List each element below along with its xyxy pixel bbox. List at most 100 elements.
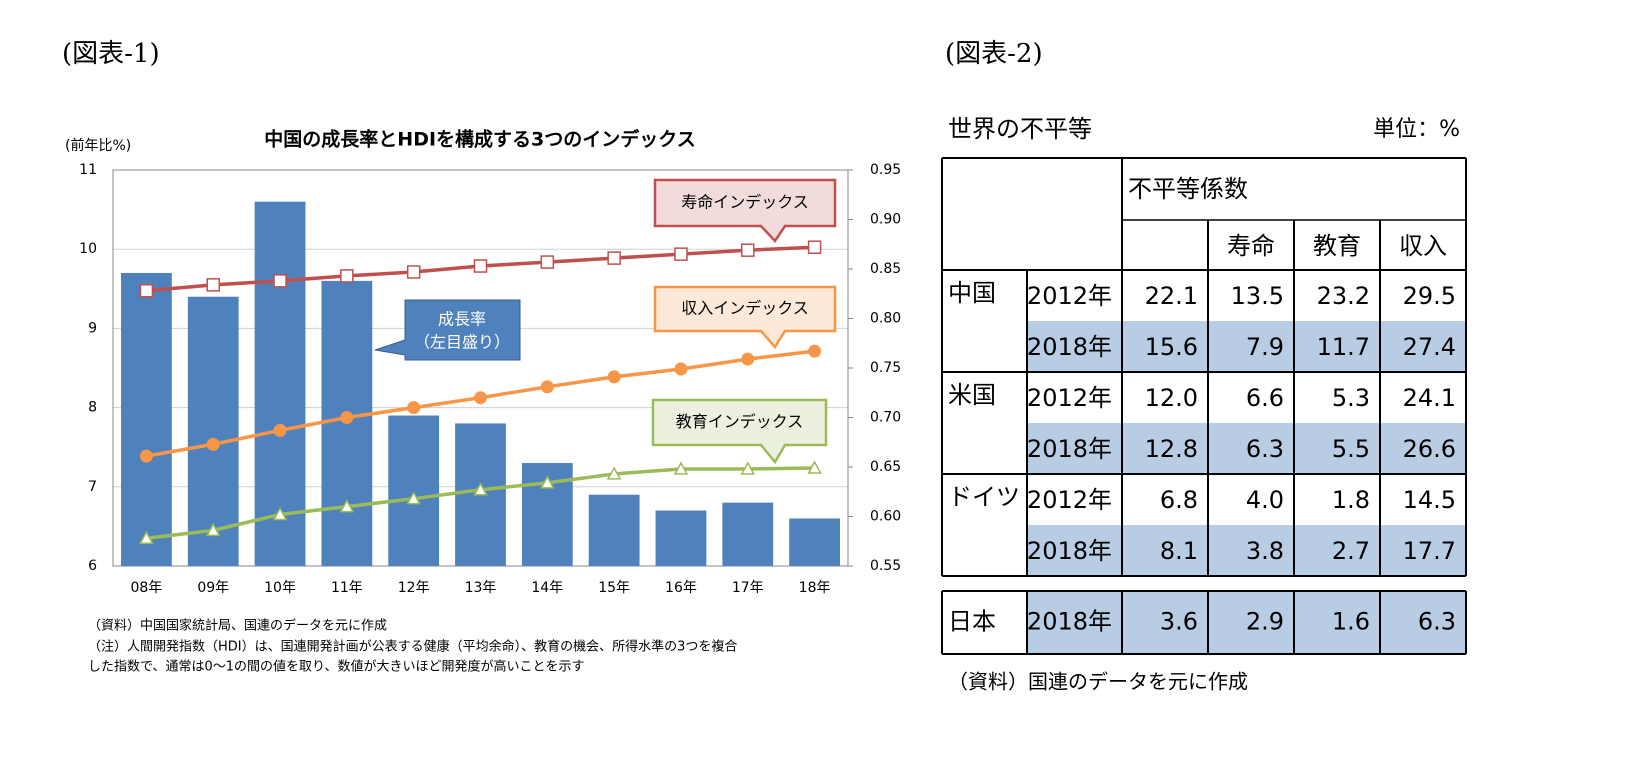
legend-entry: 教育インデックス bbox=[676, 412, 804, 431]
bar bbox=[655, 510, 707, 566]
marker bbox=[808, 344, 822, 358]
x-tick-label: 18年 bbox=[799, 580, 831, 596]
x-tick-label: 11年 bbox=[331, 580, 363, 596]
year: 2018年 bbox=[1027, 537, 1112, 565]
y2-tick-label: 0.55 bbox=[870, 558, 901, 574]
value: 3.8 bbox=[1246, 537, 1284, 565]
value: 15.6 bbox=[1145, 333, 1198, 361]
marker bbox=[807, 240, 822, 254]
value: 5.3 bbox=[1332, 384, 1370, 412]
value: 2.7 bbox=[1332, 537, 1370, 565]
marker bbox=[607, 251, 621, 265]
y2-tick-label: 0.75 bbox=[870, 360, 901, 376]
table-title: 世界の不平等 bbox=[948, 115, 1092, 143]
marker bbox=[273, 423, 287, 437]
country: ドイツ bbox=[948, 483, 1020, 511]
y-axis-label: (前年比%) bbox=[65, 137, 131, 154]
y2-tick-label: 0.85 bbox=[870, 261, 901, 277]
y2-tick-label: 0.65 bbox=[870, 459, 901, 475]
x-tick-label: 17年 bbox=[732, 580, 764, 596]
marker bbox=[540, 475, 555, 489]
value: 6.3 bbox=[1246, 435, 1284, 463]
note: （資料）中国国家統計局、国連のデータを元に作成 bbox=[88, 618, 387, 634]
value: 12.8 bbox=[1145, 435, 1198, 463]
marker bbox=[340, 269, 354, 283]
value: 3.6 bbox=[1160, 608, 1198, 636]
marker bbox=[473, 259, 488, 273]
table-source: （資料）国連のデータを元に作成 bbox=[948, 670, 1248, 694]
y-tick-label: 6 bbox=[88, 558, 97, 574]
marker bbox=[740, 461, 756, 475]
marker bbox=[807, 460, 822, 474]
x-tick-label: 09年 bbox=[197, 580, 229, 596]
cell-fill bbox=[1027, 321, 1466, 372]
marker bbox=[540, 255, 555, 269]
cell-fill bbox=[1027, 423, 1466, 474]
callout bbox=[653, 285, 837, 350]
value: 24.1 bbox=[1403, 384, 1456, 412]
marker bbox=[540, 380, 554, 394]
year: 2012年 bbox=[1027, 282, 1112, 310]
value: 6.8 bbox=[1160, 486, 1198, 514]
marker bbox=[674, 247, 688, 261]
note: （注）人間開発指数（HDI）は、国連開発計画が公表する健康（平均余命）、教育の機… bbox=[88, 639, 737, 655]
value: 8.1 bbox=[1160, 537, 1198, 565]
value: 23.2 bbox=[1317, 282, 1370, 310]
y-tick-label: 7 bbox=[88, 479, 97, 495]
value: 13.5 bbox=[1231, 282, 1284, 310]
value: 1.8 bbox=[1332, 486, 1370, 514]
marker bbox=[741, 243, 755, 257]
x-tick-label: 08年 bbox=[130, 580, 162, 596]
year: 2018年 bbox=[1027, 435, 1112, 463]
cell-fill bbox=[1027, 525, 1466, 576]
marker bbox=[607, 370, 621, 384]
y2-tick-label: 0.80 bbox=[870, 311, 901, 327]
value: 5.5 bbox=[1332, 435, 1370, 463]
cell-fill bbox=[1027, 591, 1466, 654]
table-subheader: 寿命 bbox=[1227, 232, 1275, 260]
y-tick-label: 11 bbox=[79, 162, 97, 178]
marker bbox=[406, 265, 421, 279]
y2-tick-label: 0.60 bbox=[870, 509, 901, 525]
value: 12.0 bbox=[1145, 384, 1198, 412]
table-subheader: 教育 bbox=[1313, 232, 1361, 260]
marker bbox=[205, 522, 221, 537]
value: 6.3 bbox=[1418, 608, 1456, 636]
bar bbox=[121, 272, 172, 566]
legend-entry: 収入インデックス bbox=[681, 299, 809, 318]
bar bbox=[187, 296, 239, 566]
y2-tick-label: 0.70 bbox=[870, 410, 901, 426]
callout bbox=[651, 398, 828, 465]
marker bbox=[674, 362, 688, 376]
bar bbox=[254, 201, 306, 566]
y-tick-label: 10 bbox=[79, 241, 97, 257]
value: 7.9 bbox=[1246, 333, 1284, 361]
marker bbox=[606, 466, 622, 480]
value: 26.6 bbox=[1403, 435, 1456, 463]
figure-label: (図表-2) bbox=[945, 39, 1043, 69]
y2-tick-label: 0.95 bbox=[870, 162, 901, 178]
year: 2012年 bbox=[1027, 384, 1112, 412]
value: 6.6 bbox=[1246, 384, 1284, 412]
marker bbox=[273, 274, 287, 288]
x-tick-label: 13年 bbox=[465, 580, 497, 596]
bar bbox=[722, 502, 774, 566]
value: 29.5 bbox=[1403, 282, 1456, 310]
table-header: 不平等係数 bbox=[1128, 175, 1248, 203]
y-tick-label: 9 bbox=[88, 320, 97, 336]
legend-entry: 成長率 bbox=[438, 310, 486, 329]
value: 1.6 bbox=[1332, 608, 1370, 636]
x-tick-label: 16年 bbox=[665, 580, 697, 596]
value: 27.4 bbox=[1403, 333, 1456, 361]
callout bbox=[653, 178, 837, 244]
chart-title: 中国の成長率とHDIを構成する3つのインデックス bbox=[264, 128, 695, 151]
marker bbox=[473, 482, 488, 496]
marker bbox=[741, 352, 755, 366]
x-tick-label: 14年 bbox=[531, 580, 563, 596]
value: 2.9 bbox=[1246, 608, 1284, 636]
value: 4.0 bbox=[1246, 486, 1284, 514]
marker bbox=[673, 461, 689, 475]
marker bbox=[206, 278, 220, 292]
marker bbox=[339, 499, 355, 513]
